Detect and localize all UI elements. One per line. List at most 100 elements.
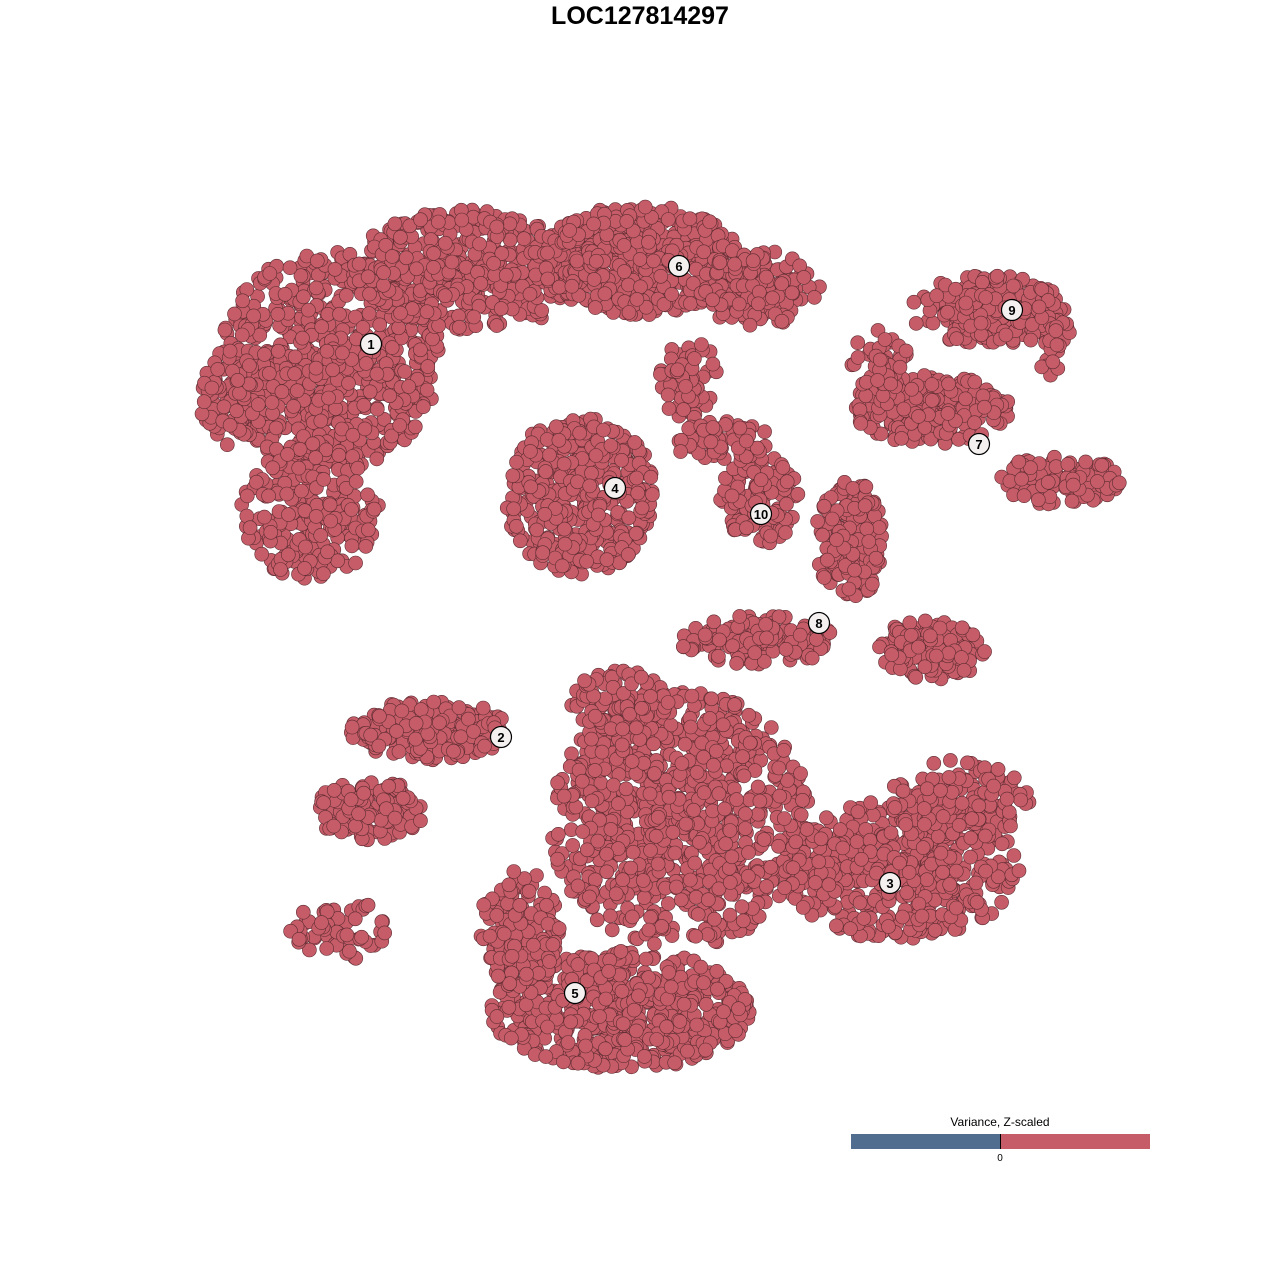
data-point — [1003, 818, 1018, 834]
data-point — [393, 305, 408, 321]
data-point — [727, 256, 742, 272]
data-point — [451, 700, 467, 715]
data-point — [489, 318, 505, 333]
data-point — [994, 836, 1010, 852]
data-point — [696, 975, 711, 991]
data-point — [526, 937, 541, 953]
data-point — [384, 249, 400, 264]
data-point — [281, 507, 296, 522]
data-point — [943, 753, 958, 768]
data-point — [702, 214, 718, 229]
data-point — [588, 253, 604, 269]
data-point — [501, 877, 517, 893]
data-point — [369, 451, 385, 467]
data-point — [1006, 848, 1022, 863]
data-point — [986, 778, 1001, 794]
data-point — [394, 703, 410, 719]
data-point — [309, 253, 325, 269]
data-point — [784, 285, 800, 301]
data-point — [305, 436, 321, 452]
data-point — [397, 364, 413, 379]
data-point — [389, 723, 404, 739]
data-point — [1001, 804, 1017, 820]
data-point — [548, 419, 564, 435]
data-point — [313, 528, 329, 543]
data-point — [828, 918, 844, 934]
data-point — [430, 214, 446, 230]
data-point — [537, 506, 553, 522]
data-point — [426, 694, 442, 710]
data-point — [344, 719, 360, 735]
data-point — [339, 927, 355, 943]
data-point — [850, 335, 866, 351]
data-point — [194, 406, 210, 422]
data-point — [522, 286, 538, 302]
data-point — [319, 343, 335, 359]
data-point — [408, 716, 424, 731]
data-point — [596, 422, 611, 438]
data-point — [1011, 454, 1027, 470]
data-point — [230, 372, 246, 388]
data-point — [892, 359, 908, 375]
data-point — [942, 877, 958, 892]
data-point — [551, 921, 567, 936]
data-point — [356, 785, 372, 801]
data-point — [204, 380, 220, 396]
data-point — [587, 300, 603, 315]
data-point — [750, 296, 766, 312]
data-point — [287, 366, 302, 382]
data-point — [895, 909, 910, 925]
data-point — [387, 810, 403, 826]
data-point — [895, 783, 911, 799]
data-point — [811, 854, 827, 870]
data-point — [599, 552, 615, 568]
data-point — [819, 810, 834, 826]
data-point — [466, 309, 482, 325]
data-point — [539, 898, 554, 913]
data-point — [597, 286, 613, 302]
data-point — [614, 983, 630, 999]
data-point — [535, 545, 551, 561]
data-point — [371, 738, 387, 754]
data-point — [344, 502, 359, 517]
data-point — [552, 279, 567, 295]
data-point — [413, 813, 428, 829]
data-point — [1078, 454, 1093, 470]
data-point — [308, 509, 324, 524]
data-point — [634, 500, 650, 516]
data-point — [627, 435, 643, 450]
data-point — [321, 390, 336, 406]
data-point — [883, 376, 899, 392]
data-point — [343, 792, 359, 807]
data-point — [821, 877, 837, 893]
data-point — [270, 343, 286, 359]
data-point — [419, 304, 435, 320]
data-point — [361, 306, 377, 321]
data-point — [856, 911, 872, 926]
data-point — [376, 265, 391, 280]
data-point — [569, 253, 585, 269]
data-point — [392, 418, 408, 433]
data-point — [579, 554, 594, 569]
data-point — [621, 305, 637, 320]
data-point — [376, 277, 391, 293]
data-point — [557, 536, 573, 552]
data-point — [807, 875, 823, 890]
data-point — [680, 1043, 695, 1059]
data-point — [360, 897, 376, 913]
data-point — [570, 474, 585, 490]
data-point — [683, 296, 698, 311]
data-point — [582, 478, 598, 494]
data-point — [521, 883, 537, 899]
data-point — [408, 731, 423, 747]
data-point — [280, 447, 295, 462]
data-point — [971, 798, 987, 814]
data-point — [854, 851, 869, 867]
data-point — [505, 468, 521, 483]
data-point — [916, 801, 932, 816]
data-point — [613, 944, 629, 959]
data-point — [301, 302, 316, 318]
data-point — [954, 795, 970, 811]
data-point — [663, 979, 679, 995]
data-point — [999, 791, 1015, 807]
